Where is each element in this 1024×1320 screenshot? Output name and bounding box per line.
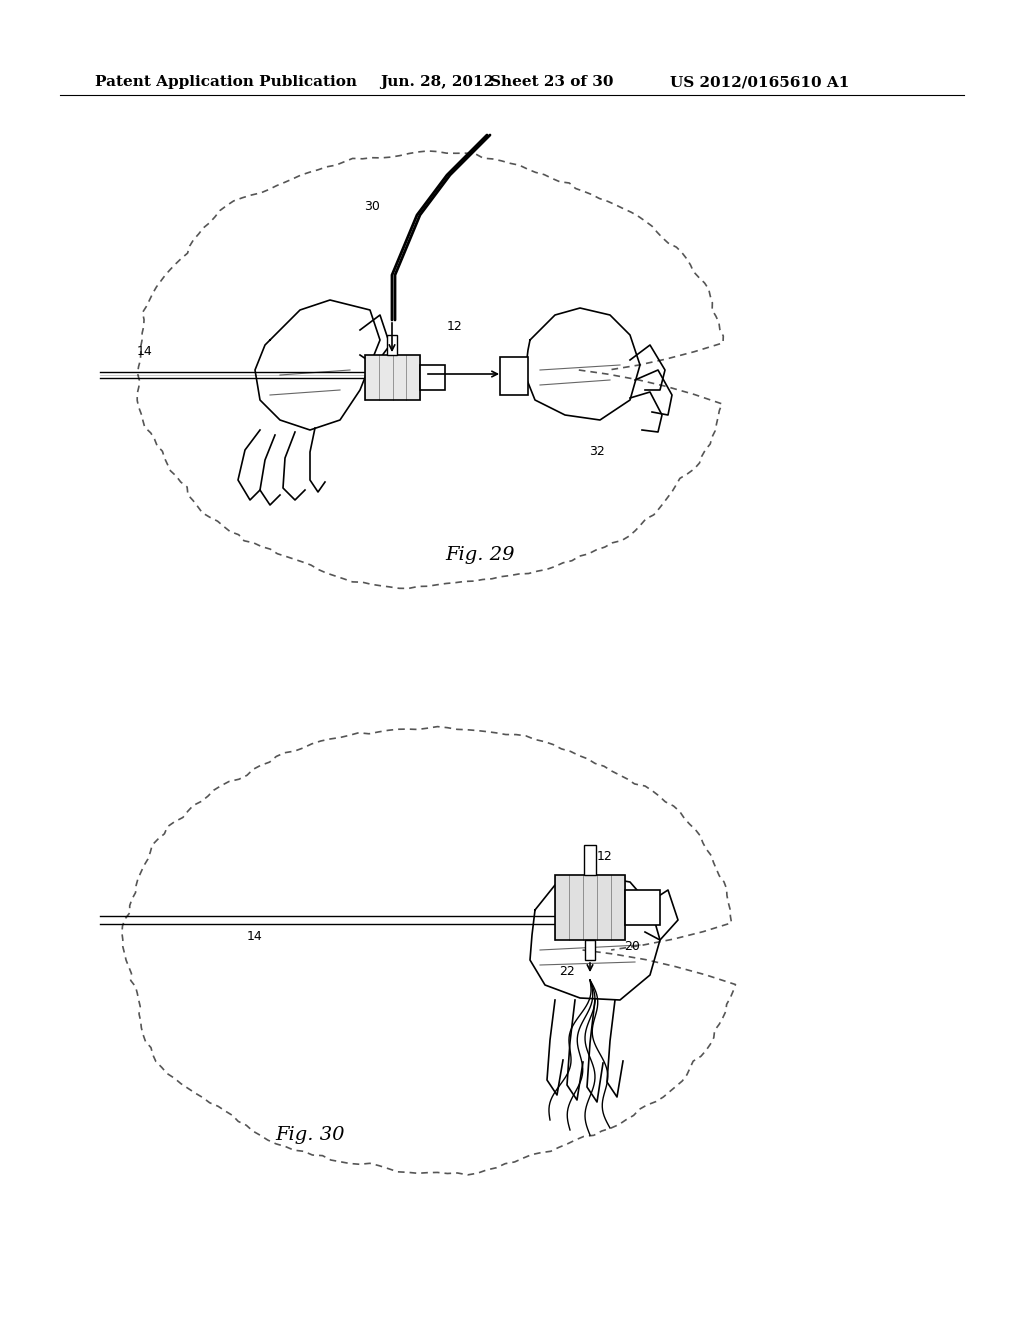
Text: 12: 12 [447, 319, 463, 333]
Bar [500, 356, 528, 395]
Text: US 2012/0165610 A1: US 2012/0165610 A1 [670, 75, 849, 88]
Bar [387, 335, 397, 355]
Bar [625, 890, 660, 925]
Text: 20: 20 [624, 940, 640, 953]
Text: 14: 14 [247, 931, 263, 942]
Text: Patent Application Publication: Patent Application Publication [95, 75, 357, 88]
Text: 14: 14 [137, 345, 153, 358]
Text: Fig. 30: Fig. 30 [275, 1126, 345, 1144]
Text: 32: 32 [589, 445, 605, 458]
Text: Sheet 23 of 30: Sheet 23 of 30 [490, 75, 613, 88]
Text: 22: 22 [559, 965, 574, 978]
Text: Fig. 29: Fig. 29 [445, 546, 515, 564]
Text: 30: 30 [365, 201, 380, 213]
Text: 12: 12 [597, 850, 613, 863]
Bar [585, 940, 595, 960]
Text: Jun. 28, 2012: Jun. 28, 2012 [380, 75, 495, 88]
Bar [420, 366, 445, 389]
Bar [365, 355, 420, 400]
Bar [584, 845, 596, 875]
Bar [555, 875, 625, 940]
